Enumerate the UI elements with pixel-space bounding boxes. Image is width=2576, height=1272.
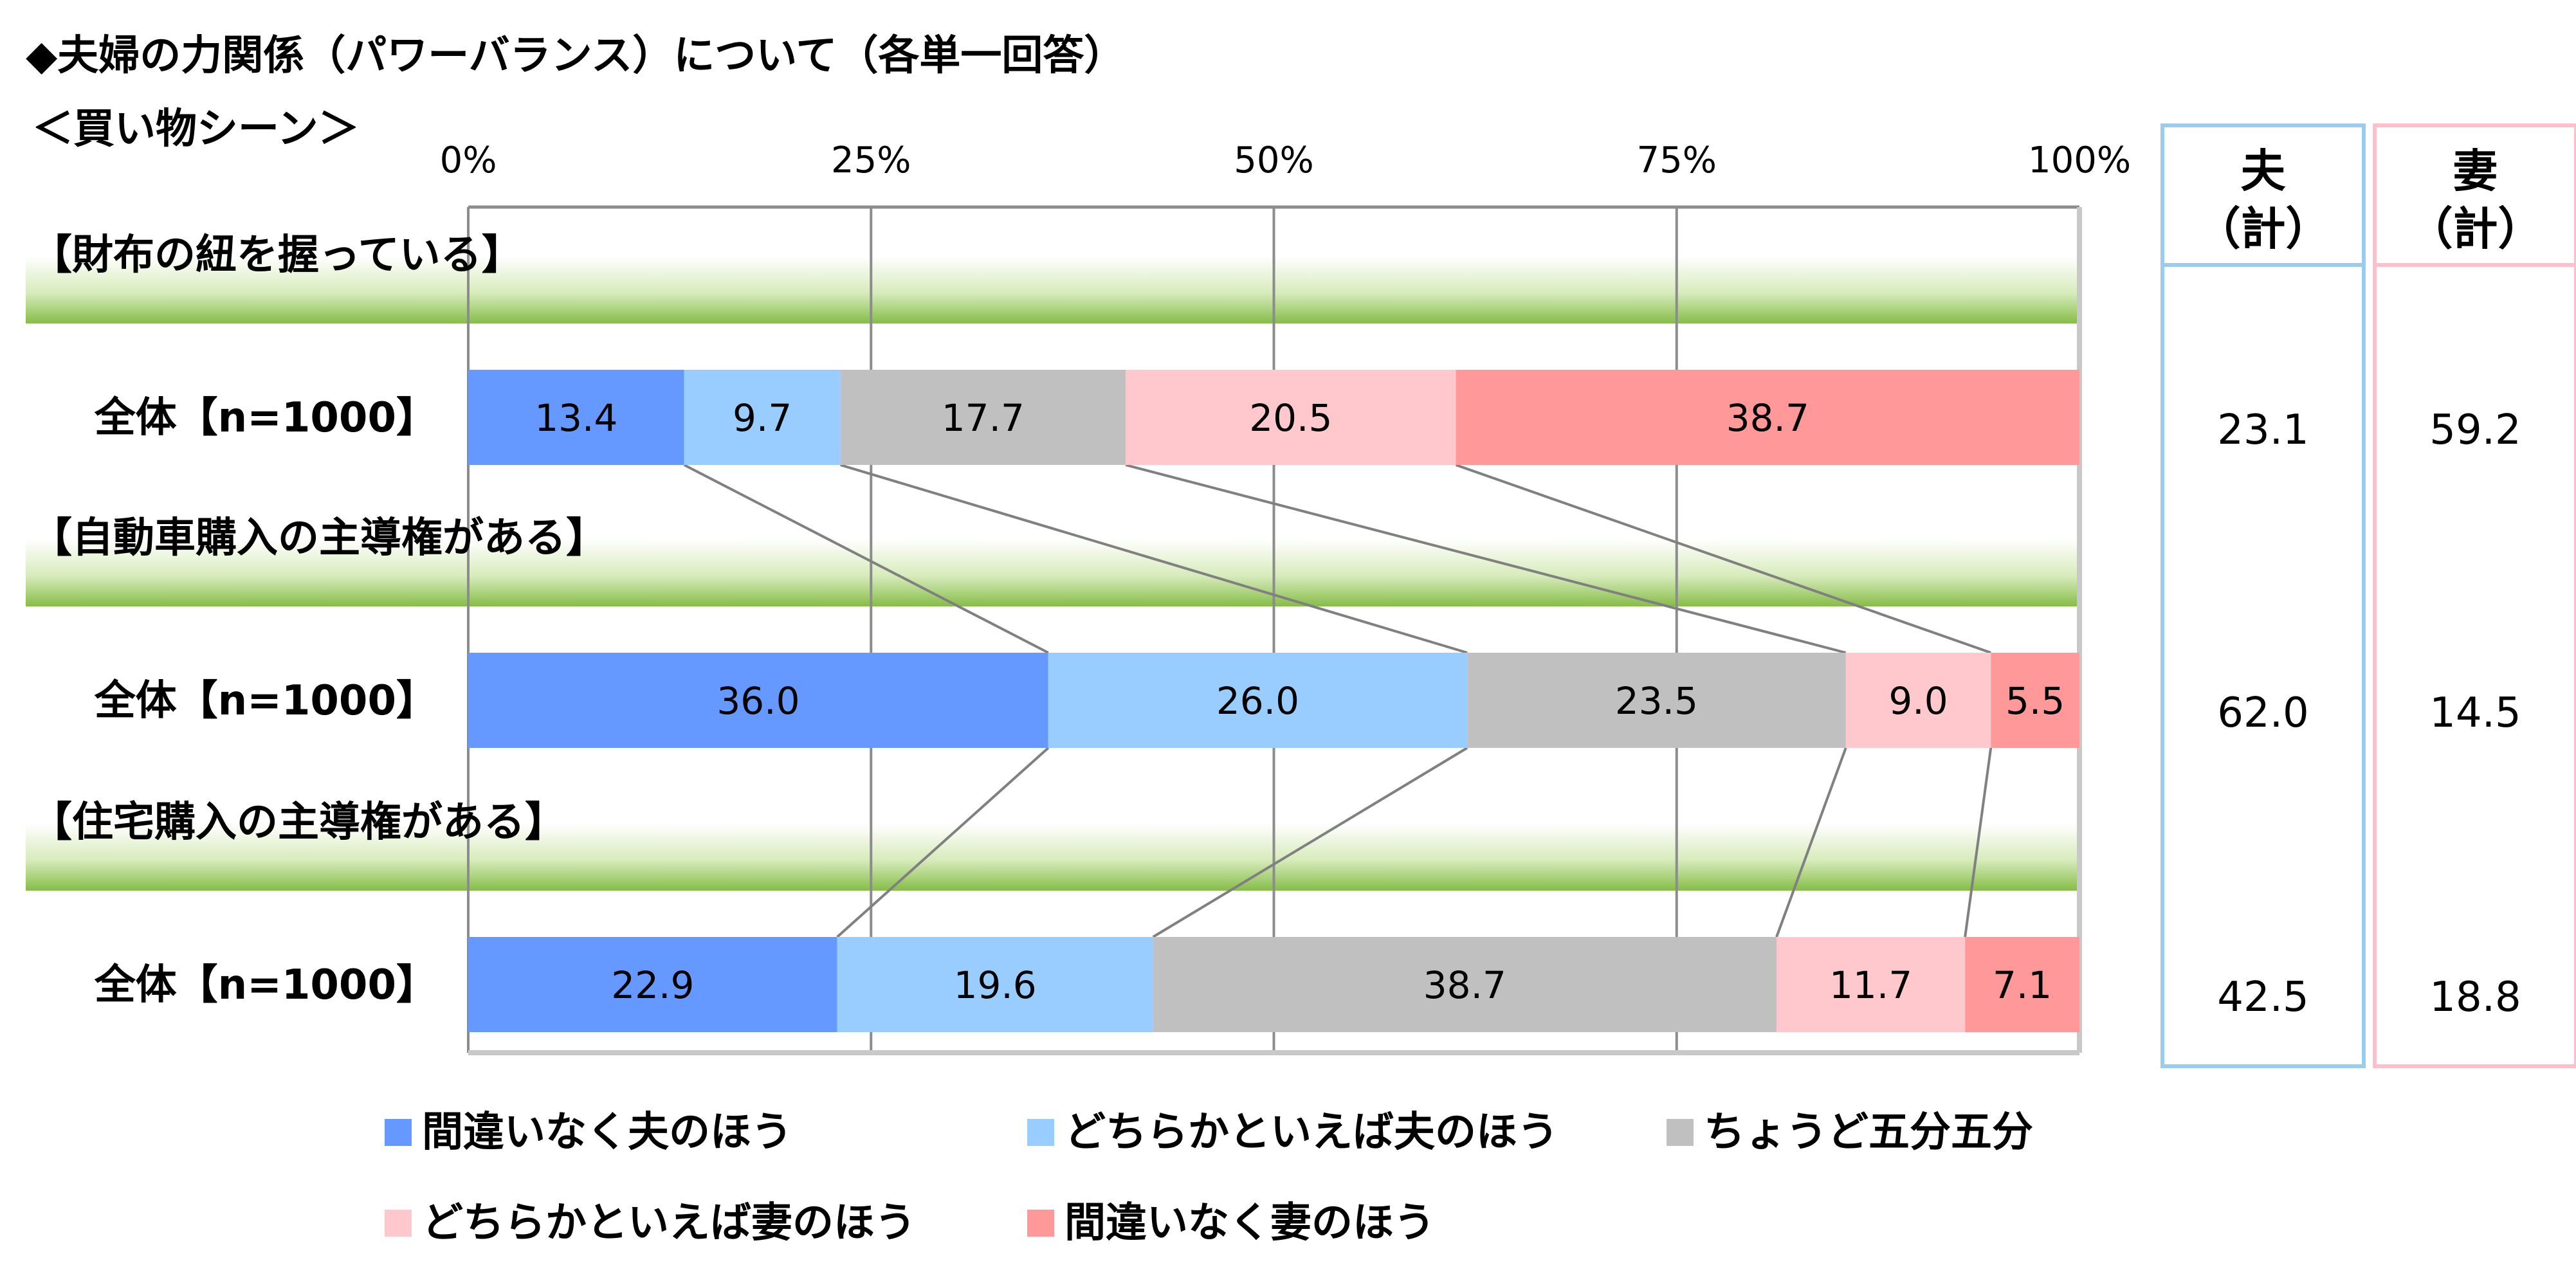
legend-label: どちらかといえば妻のほう <box>422 1199 916 1247</box>
bar-segment <box>1456 370 2079 465</box>
legend-swatch <box>1027 1119 1054 1146</box>
legend-swatch <box>385 1119 412 1146</box>
section-bands <box>26 256 2079 891</box>
husband-total-value: 23.1 <box>2217 406 2309 454</box>
connector-line <box>1964 747 1993 938</box>
legend: 間違いなく夫のほう どちらかといえば夫のほう ちょうど五分五分どちらかといえば妻のほ… <box>385 1109 2033 1247</box>
bar-segment <box>840 370 1126 465</box>
totals-panel: 夫 （計） 23.1 62.0 42.5 妻 （計） 59.2 14.5 18.8 <box>2160 123 2576 1068</box>
bar-value-label: 9.0 <box>1888 679 1948 723</box>
bar-value-label: 38.7 <box>1726 396 1809 440</box>
connector-line <box>1125 464 1847 654</box>
bar-segment <box>1153 937 1777 1032</box>
bar-value-label: 5.5 <box>2005 679 2065 723</box>
bar-segment <box>1126 370 1456 465</box>
legend-swatch <box>385 1210 412 1237</box>
legend-label: ちょうど五分五分 <box>1704 1109 2033 1156</box>
legend-label: 間違いなく妻のほう <box>1064 1199 1435 1247</box>
x-tick-label: 100% <box>2028 140 2131 181</box>
bar-segment <box>1048 653 1468 748</box>
chart-subtitle: ＜買い物シーン＞ <box>32 105 360 153</box>
section-band <box>26 823 2079 891</box>
bars: 13.4 9.7 17.7 20.5 38.7 36.0 26.0 23.5 9.0 5.5 22.… <box>468 370 2079 1032</box>
connector-line <box>1152 747 1468 938</box>
husband-total-value: 62.0 <box>2217 689 2309 737</box>
bar-segment <box>1965 937 2079 1032</box>
legend-label: 間違いなく夫のほう <box>422 1109 792 1156</box>
bar-value-label: 26.0 <box>1216 679 1299 723</box>
husband-total-box <box>2160 123 2366 1068</box>
wife-total-box <box>2373 123 2576 1068</box>
x-axis: 0% 25% 50% 75% 100% <box>440 140 2131 1055</box>
legend-swatch <box>1027 1210 1054 1237</box>
connector-line <box>836 747 1050 938</box>
section-band <box>26 256 2079 323</box>
bar-segment <box>1991 653 2079 748</box>
husband-total-header: 夫 <box>2241 145 2287 197</box>
bar-segment <box>684 370 841 465</box>
section-labels: 【財布の紐を握っている】【自動車購入の主導権がある】【住宅購入の主導権がある】 <box>31 232 607 846</box>
row-label: 全体【n=1000】 <box>94 677 437 725</box>
section-label: 【自動車購入の主導権がある】 <box>31 514 607 562</box>
bar-value-label: 13.4 <box>534 396 617 440</box>
gridlines <box>467 207 2081 1053</box>
bar-segment <box>837 937 1153 1032</box>
bar-segment <box>468 937 837 1032</box>
bar-value-label: 19.6 <box>954 963 1037 1007</box>
x-tick-label: 25% <box>831 140 911 181</box>
chart-title: ◆夫婦の力関係（パワーバランス）について（各単一回答） <box>26 32 1125 80</box>
connector-line <box>683 464 1049 654</box>
bar-segment <box>1777 937 1966 1032</box>
x-tick-label: 0% <box>440 140 497 181</box>
connector-line <box>840 464 1468 654</box>
row-label: 全体【n=1000】 <box>94 394 437 442</box>
section-band <box>26 539 2079 606</box>
connector-lines <box>683 464 1993 938</box>
section-label: 【住宅購入の主導権がある】 <box>31 799 566 846</box>
bar-value-label: 23.5 <box>1615 679 1698 723</box>
bar-segment <box>1845 653 1991 748</box>
wife-total-value: 14.5 <box>2429 689 2521 737</box>
bar-value-label: 38.7 <box>1423 963 1506 1007</box>
wife-total-value: 59.2 <box>2429 406 2521 454</box>
bar-segment <box>468 370 684 465</box>
row-labels: 全体【n=1000】全体【n=1000】全体【n=1000】 <box>94 394 437 1009</box>
wife-total-header: 妻 <box>2453 145 2498 197</box>
husband-total-subheader: （計） <box>2196 203 2331 255</box>
connector-line <box>1455 464 1991 654</box>
legend-label: どちらかといえば夫のほう <box>1064 1109 1558 1156</box>
bar-value-label: 9.7 <box>733 396 792 440</box>
bar-segment <box>1467 653 1846 748</box>
husband-total-value: 42.5 <box>2217 974 2309 1021</box>
wife-total-value: 18.8 <box>2429 974 2521 1021</box>
row-label: 全体【n=1000】 <box>94 961 437 1009</box>
legend-swatch <box>1667 1119 1694 1146</box>
bar-value-label: 7.1 <box>1993 963 2052 1007</box>
bar-value-label: 36.0 <box>717 679 799 723</box>
x-tick-label: 50% <box>1234 140 1313 181</box>
wife-total-subheader: （計） <box>2408 203 2543 255</box>
bar-value-label: 22.9 <box>611 963 694 1007</box>
bar-value-label: 20.5 <box>1249 396 1332 440</box>
bar-segment <box>468 653 1048 748</box>
connector-line <box>1775 747 1847 938</box>
x-tick-label: 75% <box>1637 140 1717 181</box>
bar-value-label: 11.7 <box>1829 963 1912 1007</box>
bar-value-label: 17.7 <box>942 396 1025 440</box>
section-label: 【財布の紐を握っている】 <box>31 232 523 279</box>
